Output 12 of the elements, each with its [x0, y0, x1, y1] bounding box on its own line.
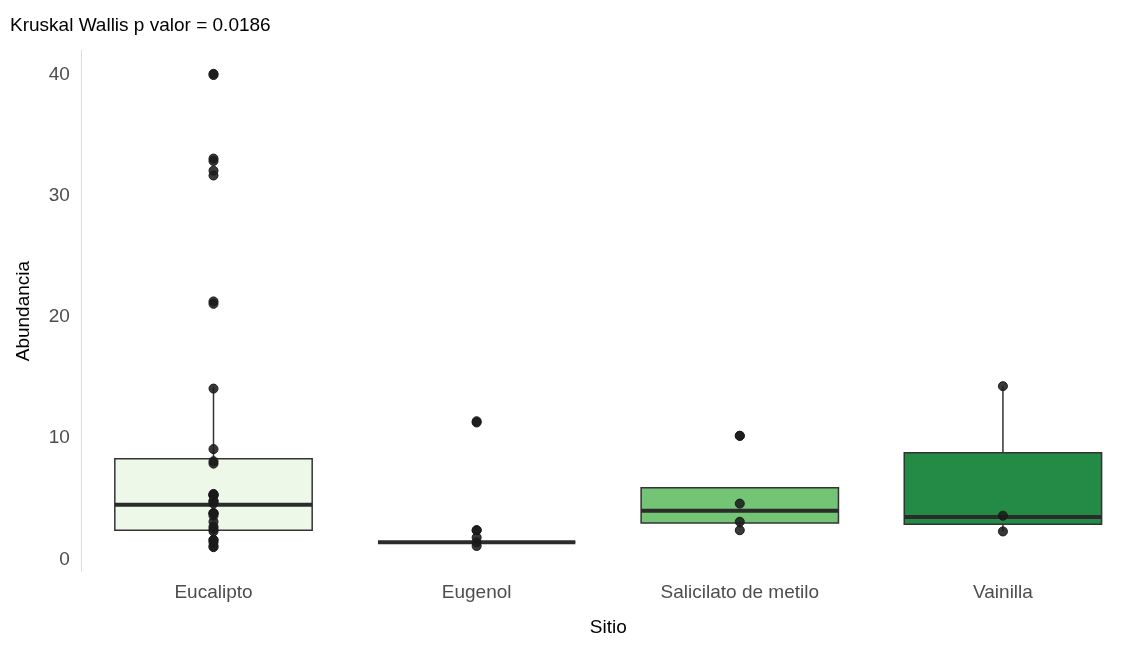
x-tick-label: Eugenol — [441, 581, 512, 603]
y-tick-label: 10 — [48, 426, 70, 448]
y-tick-label: 0 — [59, 547, 70, 569]
x-tick-label: Salicilato de metilo — [660, 581, 819, 603]
x-tick-label: Vainilla — [973, 581, 1034, 603]
y-tick-label: 40 — [48, 63, 70, 85]
chart-title: Kruskal Wallis p valor = 0.0186 — [10, 13, 271, 35]
y-tick-label: 20 — [48, 305, 70, 327]
y-tick-label: 30 — [48, 184, 70, 206]
x-axis-title: Sitio — [589, 615, 627, 637]
x-tick-label: Eucalipto — [174, 581, 253, 603]
y-axis-title: Abundancia — [11, 260, 33, 362]
